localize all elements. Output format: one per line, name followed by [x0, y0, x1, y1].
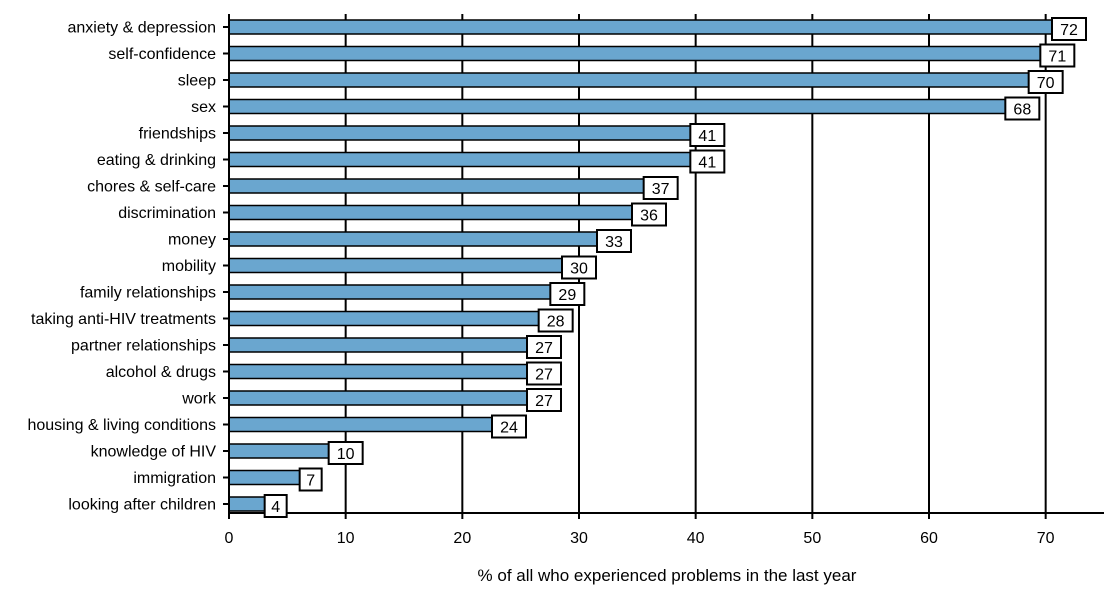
value-label-box — [549, 282, 586, 306]
value-label-box — [561, 255, 597, 280]
value-label-box — [1004, 96, 1041, 121]
value-label: 4 — [271, 499, 280, 516]
value-label-box — [298, 467, 323, 492]
value-label-box — [327, 441, 364, 465]
value-label: 24 — [500, 420, 518, 437]
value-label: 29 — [558, 287, 576, 304]
bar — [228, 204, 650, 221]
labels: anxiety & depression 72 self-confidence 71 s… — [27, 17, 1087, 518]
value-label: 27 — [535, 340, 553, 357]
category-label: eating & drinking — [97, 152, 216, 169]
bar — [228, 72, 1047, 88]
value-label: 27 — [535, 367, 553, 384]
bar — [228, 125, 709, 141]
category-label: taking anti-HIV treatments — [31, 311, 216, 328]
category-label: anxiety & depression — [67, 20, 216, 37]
bars — [228, 19, 1070, 512]
value-label: 27 — [535, 393, 553, 410]
bar — [228, 257, 580, 274]
x-tick-label: 20 — [453, 530, 471, 547]
value-label: 41 — [698, 155, 716, 172]
x-tick-label: 10 — [337, 530, 355, 547]
bar — [228, 178, 662, 194]
value-label-box — [1051, 17, 1087, 41]
value-label-box — [526, 361, 562, 386]
value-label-box — [689, 149, 726, 174]
bar — [228, 284, 569, 300]
value-label: 37 — [652, 181, 670, 198]
bar — [228, 416, 510, 433]
bar — [228, 231, 615, 247]
x-tick-label: 40 — [687, 530, 705, 547]
value-label: 70 — [1037, 75, 1055, 92]
value-label: 72 — [1060, 22, 1078, 39]
value-label-box — [263, 494, 288, 518]
value-label-box — [689, 123, 726, 147]
value-label-box — [526, 388, 562, 412]
category-label: sleep — [178, 73, 216, 90]
value-label: 33 — [605, 234, 623, 251]
x-axis-title: % of all who experienced problems in the… — [478, 566, 857, 585]
category-label: knowledge of HIV — [91, 444, 217, 461]
category-label: discrimination — [118, 205, 216, 222]
bar — [228, 390, 545, 406]
category-label: friendships — [139, 126, 216, 143]
axes: 0 10 20 30 40 50 60 70 — [223, 14, 1104, 547]
value-label: 41 — [698, 128, 716, 145]
category-label: immigration — [133, 470, 216, 487]
x-tick-label: 30 — [570, 530, 588, 547]
category-label: alcohol & drugs — [106, 364, 216, 381]
category-label: chores & self-care — [87, 179, 216, 196]
x-tick-label: 60 — [920, 530, 938, 547]
value-label: 7 — [306, 473, 315, 490]
value-label-box — [491, 414, 527, 439]
value-label: 71 — [1048, 49, 1066, 66]
value-label: 36 — [640, 208, 658, 225]
category-label: self-confidence — [108, 46, 216, 63]
bar — [228, 19, 1070, 35]
value-label-box — [596, 229, 632, 253]
bar — [228, 98, 1024, 115]
value-label-box — [631, 202, 667, 227]
category-label: mobility — [162, 258, 216, 275]
category-label: housing & living conditions — [27, 417, 216, 434]
value-label-box — [526, 335, 562, 359]
x-tick-label: 70 — [1037, 530, 1055, 547]
x-tick-label: 0 — [225, 530, 234, 547]
bar — [228, 337, 545, 353]
category-label: money — [168, 232, 216, 249]
bar — [228, 310, 557, 327]
value-label-box — [1039, 43, 1076, 68]
value-label: 30 — [570, 261, 588, 278]
category-label: sex — [191, 99, 216, 116]
bar — [228, 151, 709, 168]
category-label: partner relationships — [71, 338, 216, 355]
bar — [228, 45, 1059, 62]
value-label-box — [537, 308, 574, 333]
category-label: family relationships — [80, 285, 216, 302]
category-label: work — [181, 391, 217, 408]
value-label-box — [642, 176, 679, 200]
value-label: 10 — [337, 446, 355, 463]
category-label: looking after children — [68, 497, 216, 514]
value-label: 28 — [547, 314, 565, 331]
bar — [228, 469, 312, 486]
bar — [228, 363, 545, 380]
value-label-box — [1027, 70, 1064, 94]
value-label: 68 — [1013, 102, 1031, 119]
x-tick-label: 50 — [803, 530, 821, 547]
